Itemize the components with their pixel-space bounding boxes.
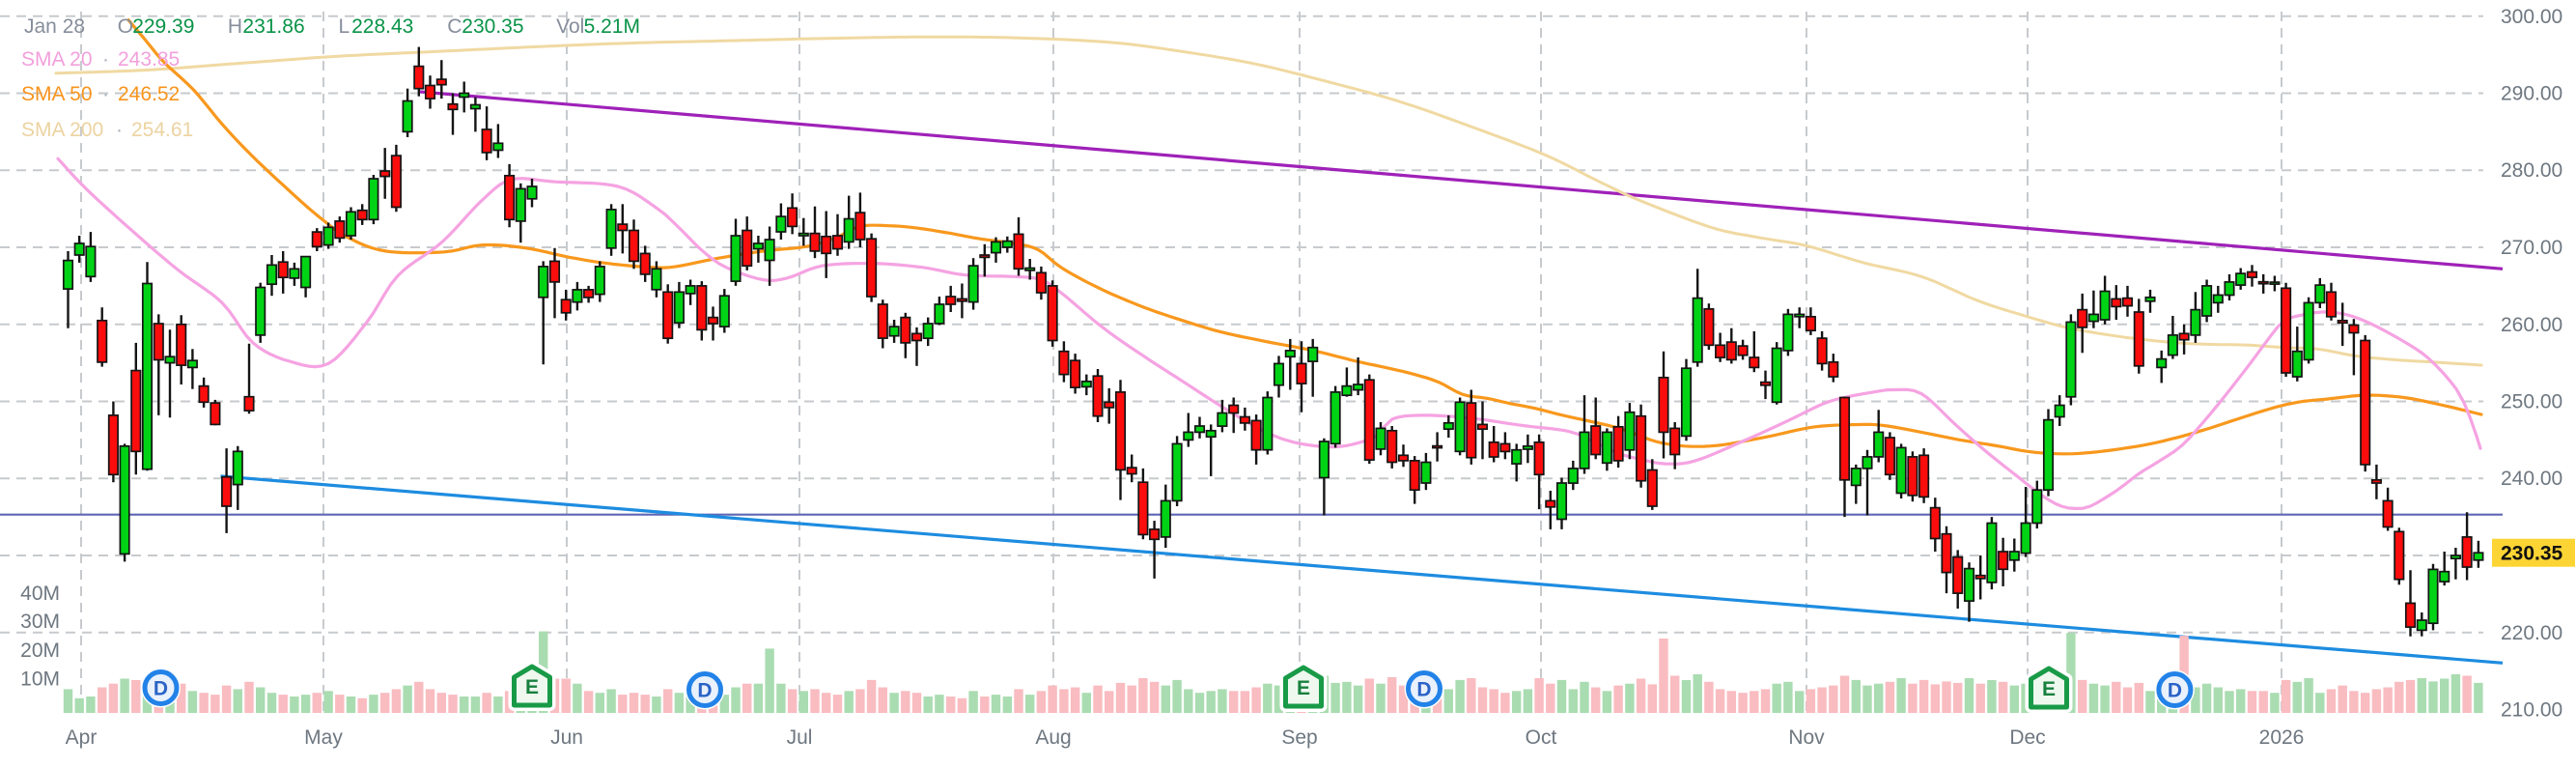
svg-text:·: · [102, 83, 109, 105]
svg-text:E: E [525, 676, 539, 698]
svg-text:40M: 40M [20, 583, 60, 605]
svg-text:·: · [102, 48, 109, 71]
svg-text:250.00: 250.00 [2501, 391, 2562, 413]
svg-text:Nov: Nov [1788, 726, 1825, 749]
svg-text:5.21M: 5.21M [584, 15, 640, 38]
svg-text:Jan 28: Jan 28 [24, 15, 85, 38]
svg-text:Dec: Dec [2009, 726, 2045, 749]
svg-text:Apr: Apr [66, 726, 98, 749]
svg-text:D: D [1416, 679, 1431, 701]
svg-text:O: O [118, 15, 133, 38]
svg-text:243.85: 243.85 [118, 48, 180, 71]
svg-text:240.00: 240.00 [2501, 468, 2562, 490]
svg-text:D: D [2168, 680, 2182, 702]
svg-text:270.00: 270.00 [2501, 237, 2562, 259]
svg-text:D: D [154, 678, 168, 700]
svg-text:May: May [304, 726, 343, 749]
svg-text:210.00: 210.00 [2501, 699, 2562, 722]
svg-text:230.35: 230.35 [2501, 543, 2563, 565]
svg-text:231.86: 231.86 [242, 15, 304, 38]
svg-text:Oct: Oct [1526, 726, 1557, 749]
svg-text:228.43: 228.43 [351, 15, 413, 38]
svg-text:229.39: 229.39 [132, 15, 194, 38]
svg-text:E: E [2042, 678, 2056, 700]
svg-text:290.00: 290.00 [2501, 83, 2562, 105]
svg-text:Aug: Aug [1035, 726, 1071, 749]
svg-text:230.35: 230.35 [462, 15, 523, 38]
svg-text:2026: 2026 [2259, 726, 2305, 749]
svg-text:Jun: Jun [550, 726, 583, 749]
svg-text:260.00: 260.00 [2501, 314, 2562, 336]
svg-text:300.00: 300.00 [2501, 6, 2562, 28]
svg-text:H: H [228, 15, 242, 38]
svg-text:D: D [697, 680, 712, 702]
svg-text:Jul: Jul [787, 726, 813, 749]
svg-text:20M: 20M [20, 640, 60, 662]
svg-text:L: L [339, 15, 350, 38]
svg-text:SMA 50: SMA 50 [21, 83, 93, 105]
svg-text:254.61: 254.61 [131, 119, 193, 141]
svg-text:30M: 30M [20, 611, 60, 633]
svg-text:SMA 20: SMA 20 [21, 48, 93, 71]
svg-text:SMA 200: SMA 200 [21, 119, 103, 141]
svg-text:·: · [116, 119, 123, 141]
svg-text:280.00: 280.00 [2501, 159, 2562, 182]
svg-text:246.52: 246.52 [118, 83, 180, 105]
svg-text:10M: 10M [20, 668, 60, 691]
svg-text:220.00: 220.00 [2501, 622, 2562, 644]
svg-text:E: E [1297, 677, 1310, 699]
svg-text:C: C [447, 15, 462, 38]
svg-text:Vol: Vol [556, 15, 584, 38]
svg-text:Sep: Sep [1281, 726, 1317, 749]
